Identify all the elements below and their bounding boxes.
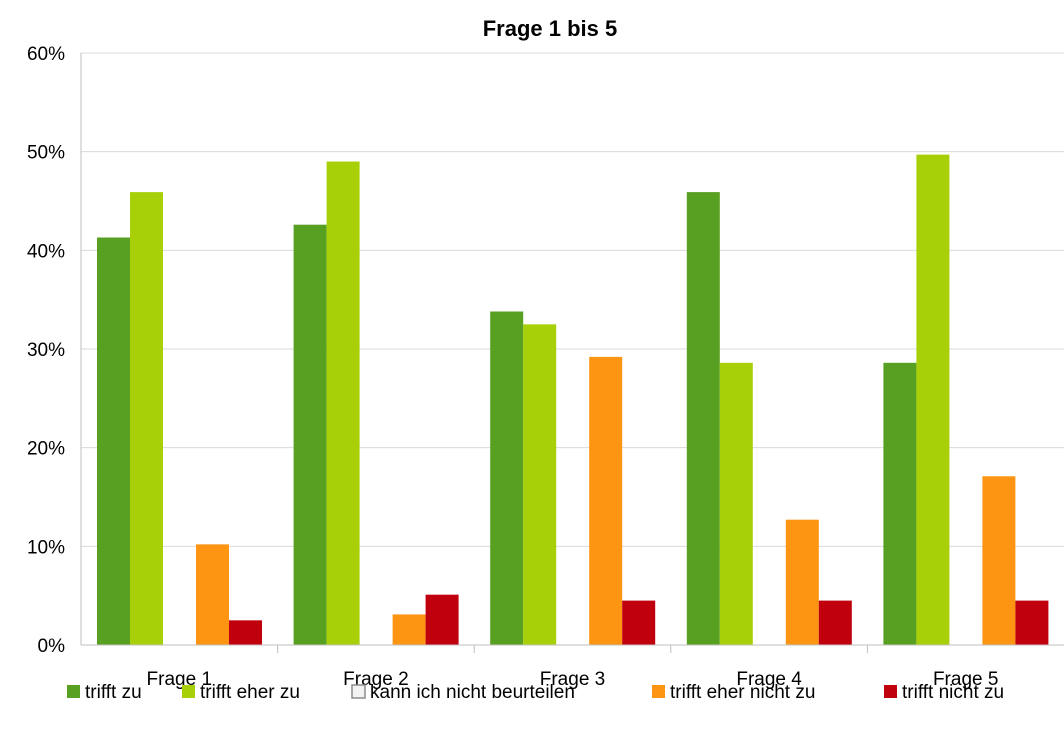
y-tick-label: 50% (27, 143, 65, 164)
y-tick-label: 40% (27, 241, 65, 262)
bar-4-5 (982, 476, 1016, 645)
legend-swatch (884, 685, 897, 698)
legend-label: trifft eher nicht zu (670, 682, 815, 703)
bar-5-1 (229, 620, 262, 645)
legend-label: kann ich nicht beurteilen (370, 682, 575, 703)
x-tick-label: Frage 5 (933, 669, 998, 690)
bar-2-4 (719, 362, 753, 645)
bar-4-4 (785, 519, 819, 645)
y-tick-label: 0% (38, 636, 66, 657)
bar-2-1 (130, 192, 163, 645)
bar-4-2 (392, 614, 426, 645)
x-tick-label: Frage 3 (540, 669, 605, 690)
bar-5-2 (425, 594, 459, 645)
bar-5-5 (1015, 600, 1049, 645)
legend-swatch (67, 685, 80, 698)
y-tick-label: 10% (27, 537, 65, 558)
legend-label: trifft nicht zu (902, 682, 1004, 703)
bar-2-3 (523, 324, 557, 645)
x-tick-label: Frage 1 (147, 669, 212, 690)
y-tick-label: 20% (27, 439, 65, 460)
bars (97, 154, 1049, 646)
bar-1-3 (490, 311, 524, 645)
legend-label: trifft zu (85, 682, 142, 703)
chart-title: Frage 1 bis 5 (483, 16, 618, 41)
y-tick-label: 60% (27, 44, 65, 65)
bar-2-5 (916, 154, 950, 646)
bar-1-4 (686, 192, 720, 645)
bar-5-3 (622, 600, 656, 645)
bar-1-5 (883, 362, 917, 645)
y-axis: 0% 10% 20% 30% 40% 50% 60% (27, 44, 82, 657)
legend-swatch (182, 685, 195, 698)
bar-1-2 (293, 224, 327, 645)
x-axis: Frage 1 Frage 2 Frage 3 Frage 4 Frage 5 (81, 644, 1064, 690)
bar-2-2 (326, 161, 360, 646)
bar-1-1 (97, 237, 130, 646)
legend: trifft zu trifft eher zu kann ich nicht be… (67, 682, 1004, 703)
bar-4-3 (589, 356, 623, 645)
legend-swatch (351, 684, 366, 699)
legend-swatch (652, 685, 665, 698)
bar-4-1 (196, 544, 229, 645)
bar-5-4 (818, 600, 852, 645)
legend-label: trifft eher zu (200, 682, 300, 703)
y-tick-label: 30% (27, 340, 65, 361)
x-tick-label: Frage 4 (736, 669, 802, 690)
